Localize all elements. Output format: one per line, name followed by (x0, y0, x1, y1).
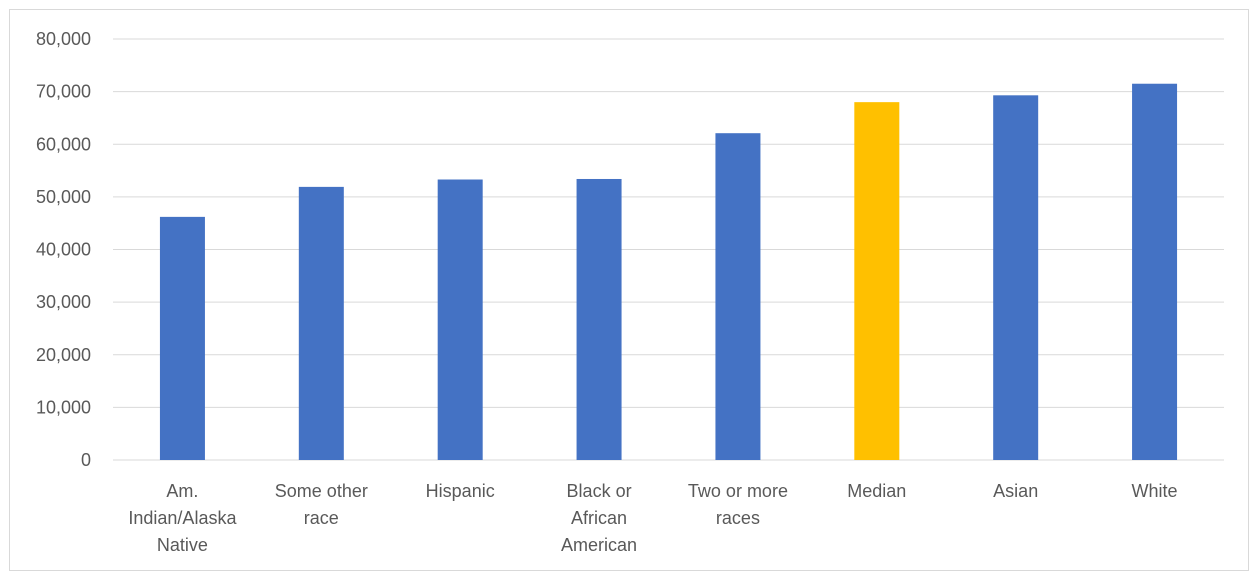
x-category-label-line: African (571, 508, 627, 528)
x-category-label: White (1132, 481, 1178, 501)
y-tick-label: 0 (81, 450, 91, 470)
x-category-label-line: Indian/Alaska (128, 508, 237, 528)
chart-frame (9, 9, 1249, 571)
y-tick-label: 40,000 (36, 240, 91, 260)
x-category-label-line: Asian (993, 481, 1038, 501)
x-category-label: Black or African American (561, 481, 637, 555)
y-tick-label: 70,000 (36, 82, 91, 102)
x-category-label-line: White (1132, 481, 1178, 501)
x-category-label: Hispanic (426, 481, 495, 501)
x-category-label-line: Some other (275, 481, 368, 501)
x-category-label-line: Median (847, 481, 906, 501)
bar (159, 216, 205, 460)
gridlines (113, 38, 1224, 461)
x-category-label-line: Two or more (688, 481, 788, 501)
bar (1132, 83, 1178, 460)
x-category-label: Median (847, 481, 906, 501)
x-category-label: Some other race (275, 481, 368, 528)
x-category-label-line: Am. (166, 481, 198, 501)
x-category-label: Two or more races (688, 481, 788, 528)
x-category-label-line: races (716, 508, 760, 528)
x-category-label-line: Native (157, 535, 208, 555)
x-axis-category-labels: Am. Indian/Alaska Native Some other race Hisp… (128, 481, 1177, 555)
y-tick-label: 80,000 (36, 29, 91, 49)
x-category-label-line: Black or (567, 481, 632, 501)
x-category-label-line: American (561, 535, 637, 555)
bar (715, 133, 761, 461)
y-tick-label: 50,000 (36, 187, 91, 207)
x-category-label: Am. Indian/Alaska Native (128, 481, 237, 555)
x-category-label: Asian (993, 481, 1038, 501)
y-axis-tick-labels: 0 10,000 20,000 30,000 40,000 50,000 60,000 70,… (36, 29, 91, 470)
bar (437, 179, 483, 461)
y-tick-label: 20,000 (36, 345, 91, 365)
bar (854, 102, 900, 461)
bar (298, 186, 344, 460)
bar (993, 95, 1039, 460)
y-tick-label: 60,000 (36, 134, 91, 154)
y-tick-label: 30,000 (36, 292, 91, 312)
x-category-label-line: Hispanic (426, 481, 495, 501)
bars (159, 83, 1178, 461)
bar (576, 178, 622, 461)
y-tick-label: 10,000 (36, 397, 91, 417)
x-category-label-line: race (304, 508, 339, 528)
